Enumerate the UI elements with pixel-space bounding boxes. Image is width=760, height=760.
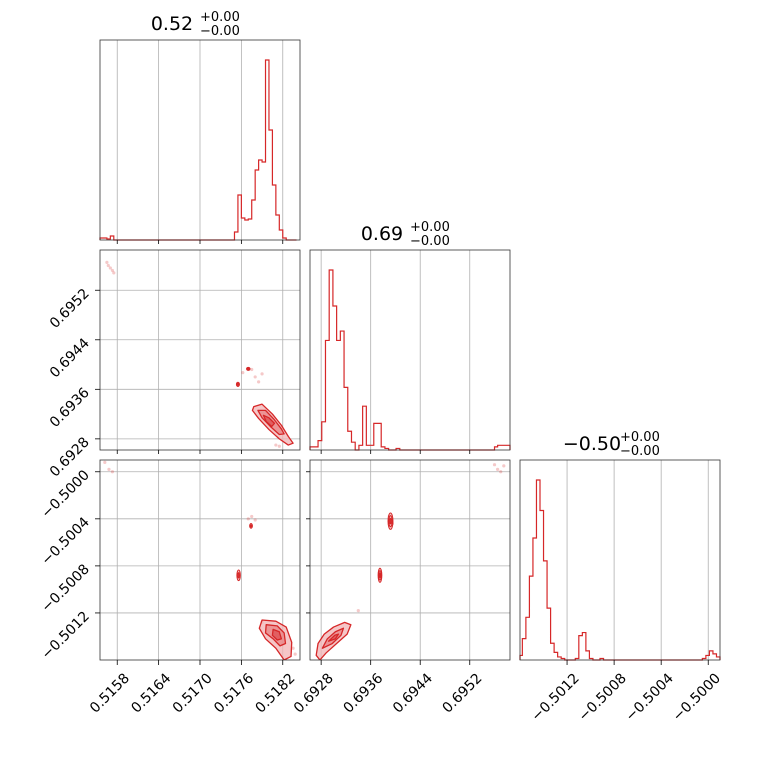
x-tick-label-2-2: −0.5004 [623, 670, 677, 724]
y-tick-label-2-2: −0.5004 [39, 514, 93, 568]
hist-panel-1: 0.69 +0.00−0.00 [309, 220, 511, 451]
pair-panel-0 [99, 249, 301, 451]
sample-point-6 [356, 608, 360, 613]
x-tick-label-0-1: 0.5164 [128, 670, 174, 716]
x-tick-label-2-3: −0.5000 [670, 670, 724, 724]
x-tick-label-0-0: 0.5158 [87, 670, 133, 716]
density-blob-0 [236, 382, 240, 386]
panel-title-2: −0.50 [563, 433, 621, 455]
sample-point-5 [241, 371, 245, 375]
sample-point-8 [257, 380, 261, 384]
title-upper-1: +0.00 [410, 220, 450, 235]
hist-panel-bg [520, 460, 720, 660]
sample-point-1 [107, 467, 111, 472]
contour-level-2 [327, 633, 340, 642]
sample-point-0 [105, 260, 109, 264]
sample-point-2 [110, 470, 115, 474]
sample-point-7 [253, 375, 257, 379]
density-blob-1 [249, 524, 253, 528]
hist-frame [519, 459, 721, 661]
hist-panel-bg [310, 250, 510, 450]
density-blob-0 [389, 517, 392, 525]
sample-point-8 [293, 652, 297, 656]
hist-frame [309, 249, 511, 451]
sample-point-6 [250, 367, 254, 372]
y-tick-label-1-2: 0.6944 [47, 335, 93, 381]
sample-point-2 [499, 470, 503, 474]
panel-title-1: 0.69 [361, 223, 403, 245]
y-tick-label-2-3: −0.5000 [39, 467, 93, 521]
sample-point-9 [260, 372, 264, 376]
pair-frame [309, 459, 511, 661]
x-tick-label-0-4: 0.5182 [253, 670, 299, 716]
density-blob-1 [247, 367, 250, 370]
y-tick-label-2-0: −0.5012 [39, 608, 93, 662]
sample-point-3 [246, 517, 250, 521]
sample-point-3 [110, 268, 115, 273]
title-lower-1: −0.00 [410, 234, 450, 249]
pair-panel-2 [309, 459, 511, 661]
sample-point-7 [291, 646, 295, 650]
contour-level-2 [271, 628, 283, 641]
panel-title-0: 0.52 [151, 13, 193, 35]
y-tick-label-1-3: 0.6952 [47, 286, 93, 332]
sample-point-3 [502, 464, 506, 468]
sample-point-0 [103, 460, 107, 464]
x-tick-label-0-2: 0.5170 [170, 670, 216, 716]
sample-point-11 [277, 444, 281, 448]
hist-panel-0: 0.52 +0.00−0.00 [99, 10, 301, 241]
x-tick-label-1-1: 0.6936 [340, 670, 386, 716]
sample-point-1 [496, 467, 500, 472]
sample-point-5 [253, 518, 257, 522]
sample-point-2 [108, 266, 112, 270]
sample-point-10 [274, 443, 278, 447]
histogram-step [99, 59, 297, 241]
density-blob-0 [237, 572, 240, 579]
title-lower-2: −0.00 [620, 444, 660, 459]
hist-panel-2: −0.50+0.00−0.00 [519, 430, 721, 661]
y-tick-label-2-1: −0.5008 [39, 561, 93, 615]
pair-panel-1 [99, 459, 301, 661]
x-tick-label-2-1: −0.5008 [576, 670, 630, 724]
x-tick-label-2-0: −0.5012 [529, 670, 583, 724]
title-upper-2: +0.00 [620, 430, 660, 445]
sample-point-1 [106, 263, 110, 268]
density-blob-1 [378, 572, 382, 579]
x-tick-label-0-3: 0.5176 [211, 670, 257, 716]
sample-point-4 [112, 271, 116, 275]
contour-level-2 [262, 414, 276, 428]
y-tick-label-1-1: 0.6936 [47, 385, 93, 431]
title-lower-0: −0.00 [200, 24, 240, 39]
sample-point-4 [250, 514, 254, 519]
sample-point-0 [492, 463, 497, 467]
x-tick-label-1-0: 0.6928 [291, 670, 337, 716]
x-tick-label-1-3: 0.6952 [440, 670, 486, 716]
histogram-step [309, 269, 511, 451]
title-upper-0: +0.00 [200, 10, 240, 25]
x-tick-label-1-2: 0.6944 [390, 670, 436, 716]
